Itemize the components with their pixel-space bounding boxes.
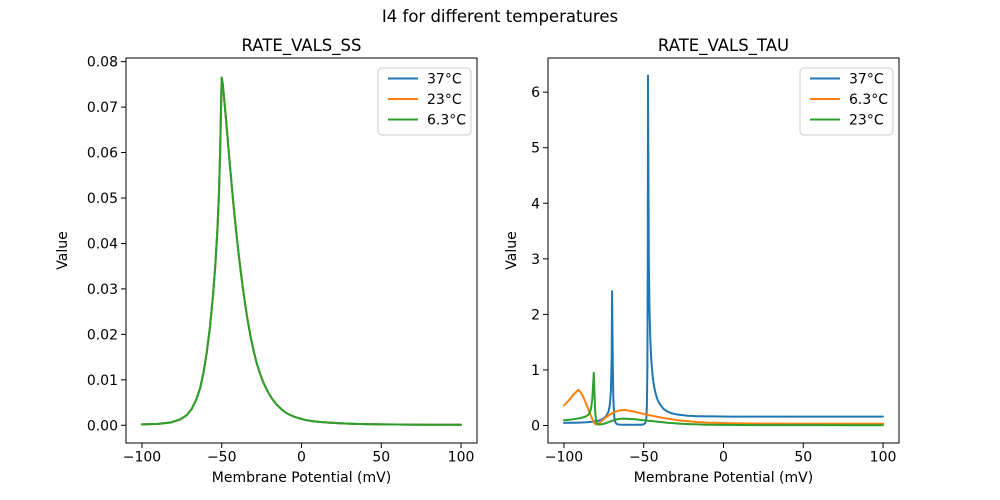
series-line-6.3°C (563, 388, 884, 426)
x-tick-label: 100 (870, 450, 897, 466)
x-tick-label: 100 (448, 450, 475, 466)
legend-box (799, 67, 894, 136)
x-tick-label: −50 (207, 450, 237, 466)
x-tick-label: −100 (123, 450, 161, 466)
subplot-rate-vals-ss: −100 −50 0 50 100 0.00 0.01 0.02 0.03 0.04 0.05 0.0… (55, 36, 478, 486)
legend-label: 6.3°C (849, 92, 888, 108)
series-line-37°C (563, 74, 884, 426)
y-tick-label: 1 (531, 363, 540, 379)
x-tick-label: −100 (545, 450, 583, 466)
y-axis-label: Value (504, 231, 520, 269)
y-tick-label: 0.03 (87, 282, 118, 298)
y-tick-label: 5 (531, 141, 540, 157)
legend-label: 37°C (849, 72, 884, 88)
x-tick-label: 0 (297, 450, 306, 466)
legend-label: 6.3°C (427, 113, 466, 129)
y-tick-label: 0.04 (87, 236, 118, 252)
y-tick-label: 4 (531, 196, 540, 212)
subplot-title: RATE_VALS_SS (242, 36, 362, 56)
y-tick-label: 0.06 (87, 146, 118, 162)
y-tick-label: 0.02 (87, 327, 118, 343)
x-tick-label: 50 (372, 450, 390, 466)
y-axis-label: Value (55, 231, 71, 269)
legend-box (377, 67, 472, 136)
y-tick-label: 0.01 (87, 373, 118, 389)
y-tick-label: 6 (531, 85, 540, 101)
subplot-title: RATE_VALS_TAU (658, 36, 789, 56)
figure-suptitle: I4 for different temperatures (381, 7, 619, 26)
y-tick-label: 0.00 (87, 418, 118, 434)
subplot-rate-vals-tau: −100 −50 0 50 100 0 1 2 3 4 5 6 Membrane Potential (… (504, 36, 900, 486)
y-tick-label: 0.08 (87, 55, 118, 71)
x-tick-label: 0 (719, 450, 728, 466)
y-tick-label: 2 (531, 307, 540, 323)
y-tick-label: 0 (531, 419, 540, 435)
x-axis-label: Membrane Potential (mV) (634, 470, 813, 486)
x-tick-label: 50 (794, 450, 812, 466)
series-line-6.3°C (141, 76, 462, 426)
legend-label: 23°C (427, 92, 462, 108)
x-axis-label: Membrane Potential (mV) (212, 470, 391, 486)
legend-label: 23°C (849, 113, 884, 129)
x-tick-label: −50 (629, 450, 659, 466)
series-line-23°C (563, 371, 884, 427)
y-tick-label: 0.05 (87, 191, 118, 207)
y-tick-label: 3 (531, 252, 540, 268)
legend-label: 37°C (427, 72, 462, 88)
y-tick-label: 0.07 (87, 100, 118, 116)
